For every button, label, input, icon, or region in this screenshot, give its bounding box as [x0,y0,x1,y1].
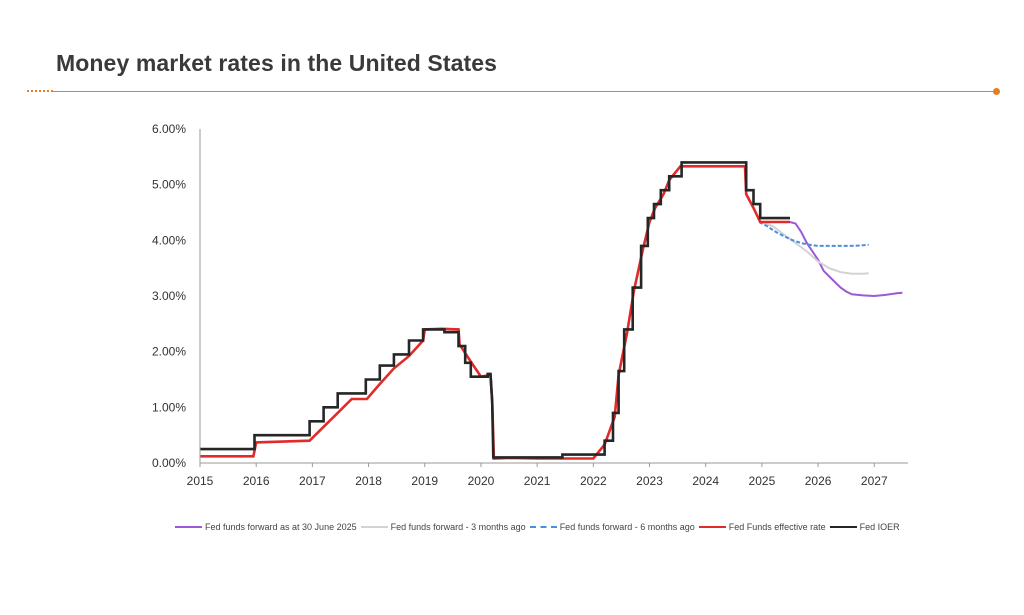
legend-label: Fed funds forward - 6 months ago [559,522,695,532]
y-tick-label: 1.00% [152,400,186,414]
x-tick-label: 2023 [636,474,663,488]
x-tick-label: 2015 [187,474,214,488]
series-line-3 [758,221,869,247]
chart-legend: Fed funds forward as at 30 June 2025 Fed … [175,522,904,532]
x-tick-label: 2025 [749,474,776,488]
legend-item: Fed funds forward - 6 months ago [529,522,695,532]
legend-item: Fed funds forward as at 30 June 2025 [175,522,357,532]
x-tick-label: 2016 [243,474,270,488]
x-tick-label: 2024 [692,474,719,488]
page-title: Money market rates in the United States [56,50,498,76]
title-rule-end-dot [993,88,1000,95]
x-tick-label: 2018 [355,474,382,488]
legend-item: Fed Funds effective rate [698,522,826,532]
legend-swatch [829,526,857,528]
x-tick-label: 2027 [861,474,888,488]
legend-swatch [360,526,388,528]
legend-swatch [698,526,726,528]
legend-label: Fed funds forward as at 30 June 2025 [205,522,357,532]
y-tick-label: 0.00% [152,456,186,470]
series-line-2 [761,221,869,275]
title-rule-line [53,91,996,92]
y-tick-label: 5.00% [152,178,186,192]
legend-swatch [175,526,202,528]
x-tick-label: 2022 [580,474,607,488]
x-tick-label: 2019 [411,474,438,488]
y-tick-label: 4.00% [152,233,186,247]
series-line-5 [200,161,790,459]
x-tick-label: 2020 [468,474,495,488]
x-tick-label: 2026 [805,474,832,488]
series-line-1 [789,221,903,298]
series-line-4 [200,165,790,460]
y-tick-label: 2.00% [152,345,186,359]
legend-item: Fed IOER [829,522,900,532]
title-rule-dotted [27,90,53,92]
x-tick-label: 2017 [299,474,326,488]
legend-swatch [529,526,557,528]
legend-label: Fed funds forward - 3 months ago [390,522,526,532]
legend-item: Fed funds forward - 3 months ago [360,522,526,532]
legend-label: Fed IOER [859,522,900,532]
legend-label: Fed Funds effective rate [728,522,826,532]
x-tick-label: 2021 [524,474,551,488]
y-tick-label: 3.00% [152,289,186,303]
y-tick-label: 6.00% [152,122,186,136]
